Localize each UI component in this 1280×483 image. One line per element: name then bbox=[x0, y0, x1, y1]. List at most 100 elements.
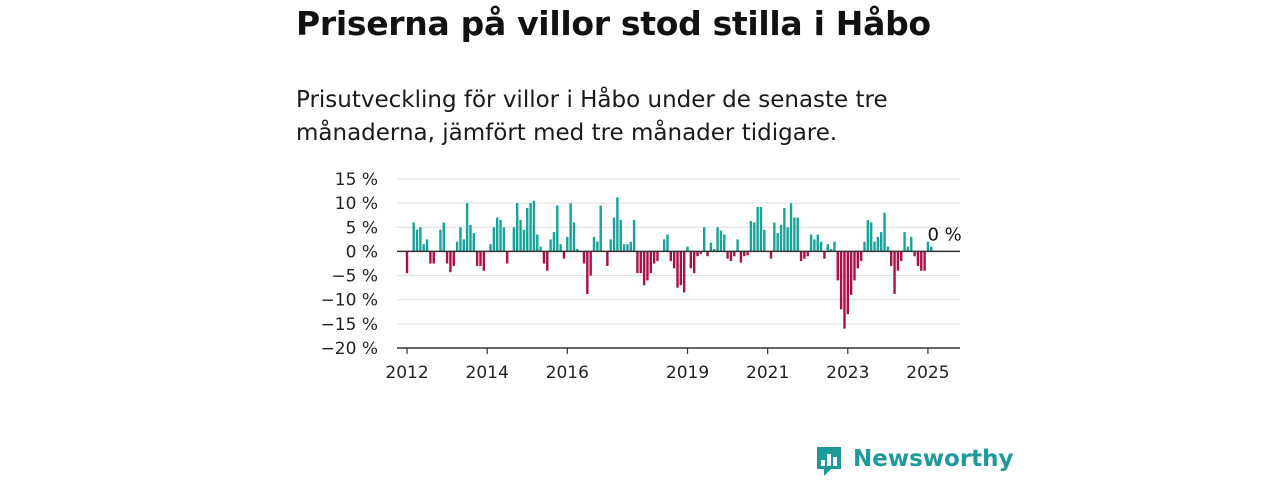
bar bbox=[879, 232, 883, 252]
bar bbox=[576, 249, 579, 252]
x-tick-label: 2023 bbox=[826, 363, 869, 383]
y-tick-label: 10 % bbox=[335, 194, 378, 214]
bar bbox=[566, 236, 569, 252]
bar bbox=[552, 232, 556, 252]
bar bbox=[646, 251, 649, 281]
bar bbox=[559, 244, 562, 252]
bar bbox=[906, 246, 910, 252]
x-tick-label: 2025 bbox=[906, 363, 949, 383]
bar bbox=[522, 229, 526, 252]
bar bbox=[739, 251, 743, 263]
bar bbox=[773, 222, 776, 252]
bar bbox=[432, 251, 435, 264]
bar bbox=[519, 220, 522, 252]
bar bbox=[890, 251, 893, 266]
bar bbox=[612, 217, 616, 252]
bar bbox=[706, 251, 709, 257]
bar bbox=[562, 251, 566, 259]
brand-name: Newsworthy bbox=[853, 446, 1014, 472]
bar bbox=[796, 217, 799, 252]
bar bbox=[746, 251, 749, 256]
bar bbox=[743, 251, 746, 257]
bar bbox=[449, 251, 452, 273]
bar bbox=[699, 251, 703, 254]
bar bbox=[489, 244, 492, 252]
bar bbox=[459, 227, 462, 252]
bar bbox=[703, 227, 706, 252]
bar bbox=[492, 227, 496, 252]
bar bbox=[759, 207, 763, 252]
bar bbox=[415, 229, 419, 252]
bar bbox=[783, 207, 786, 252]
bar bbox=[542, 251, 546, 264]
bar bbox=[726, 251, 729, 259]
newsworthy-logo-icon bbox=[817, 447, 841, 476]
bar bbox=[846, 251, 850, 315]
bar bbox=[799, 251, 803, 262]
bar bbox=[642, 251, 646, 286]
bar bbox=[419, 227, 422, 252]
chart-title: Priserna på villor stod stilla i Håbo bbox=[296, 4, 931, 43]
bar bbox=[445, 251, 449, 264]
bar bbox=[873, 241, 876, 252]
bar bbox=[923, 251, 926, 271]
x-tick-label: 2012 bbox=[385, 363, 428, 383]
bar bbox=[666, 234, 669, 252]
bar bbox=[676, 251, 679, 288]
bar bbox=[756, 207, 759, 252]
bar bbox=[769, 251, 773, 259]
y-tick-label: −15 % bbox=[321, 315, 378, 335]
bar bbox=[529, 203, 532, 252]
bar bbox=[636, 251, 639, 274]
bar bbox=[672, 251, 676, 269]
bar bbox=[429, 251, 432, 264]
bar bbox=[606, 251, 609, 266]
y-tick-label: 0 % bbox=[346, 242, 378, 262]
bar bbox=[786, 227, 789, 252]
bar bbox=[869, 222, 873, 252]
bar bbox=[626, 244, 629, 252]
bar bbox=[930, 246, 933, 252]
bar bbox=[916, 251, 920, 266]
bar bbox=[709, 242, 713, 252]
x-tick-label: 2019 bbox=[666, 363, 709, 383]
bar bbox=[816, 234, 819, 252]
bar bbox=[823, 251, 826, 259]
bar bbox=[763, 229, 766, 252]
bar bbox=[439, 229, 442, 252]
bar bbox=[425, 239, 429, 252]
last-value-annotation: 0 % bbox=[927, 224, 961, 245]
bar bbox=[839, 251, 843, 310]
bar bbox=[475, 251, 479, 266]
bar bbox=[556, 205, 559, 252]
bar bbox=[886, 246, 890, 252]
bar bbox=[652, 251, 656, 264]
bar bbox=[679, 251, 683, 286]
bar bbox=[609, 239, 612, 252]
bar bbox=[753, 222, 756, 252]
bar bbox=[809, 234, 813, 252]
bar bbox=[632, 220, 636, 252]
bar bbox=[696, 251, 699, 257]
bar bbox=[789, 203, 793, 252]
brand-logo: Newsworthy bbox=[815, 445, 1014, 479]
bar bbox=[866, 220, 870, 252]
bar bbox=[586, 251, 589, 294]
bar bbox=[662, 239, 666, 252]
bar bbox=[422, 244, 425, 252]
bar bbox=[682, 251, 686, 293]
bar bbox=[596, 241, 599, 252]
bar bbox=[549, 239, 552, 252]
bar bbox=[532, 200, 536, 252]
bar bbox=[776, 233, 779, 252]
bar bbox=[813, 239, 816, 252]
bar bbox=[572, 222, 576, 252]
bar bbox=[803, 251, 806, 259]
bar bbox=[505, 251, 509, 264]
bar bbox=[713, 249, 716, 252]
x-tick-label: 2014 bbox=[466, 363, 509, 383]
bar bbox=[793, 217, 796, 252]
bar bbox=[686, 246, 689, 252]
y-tick-label: −20 % bbox=[321, 339, 378, 359]
